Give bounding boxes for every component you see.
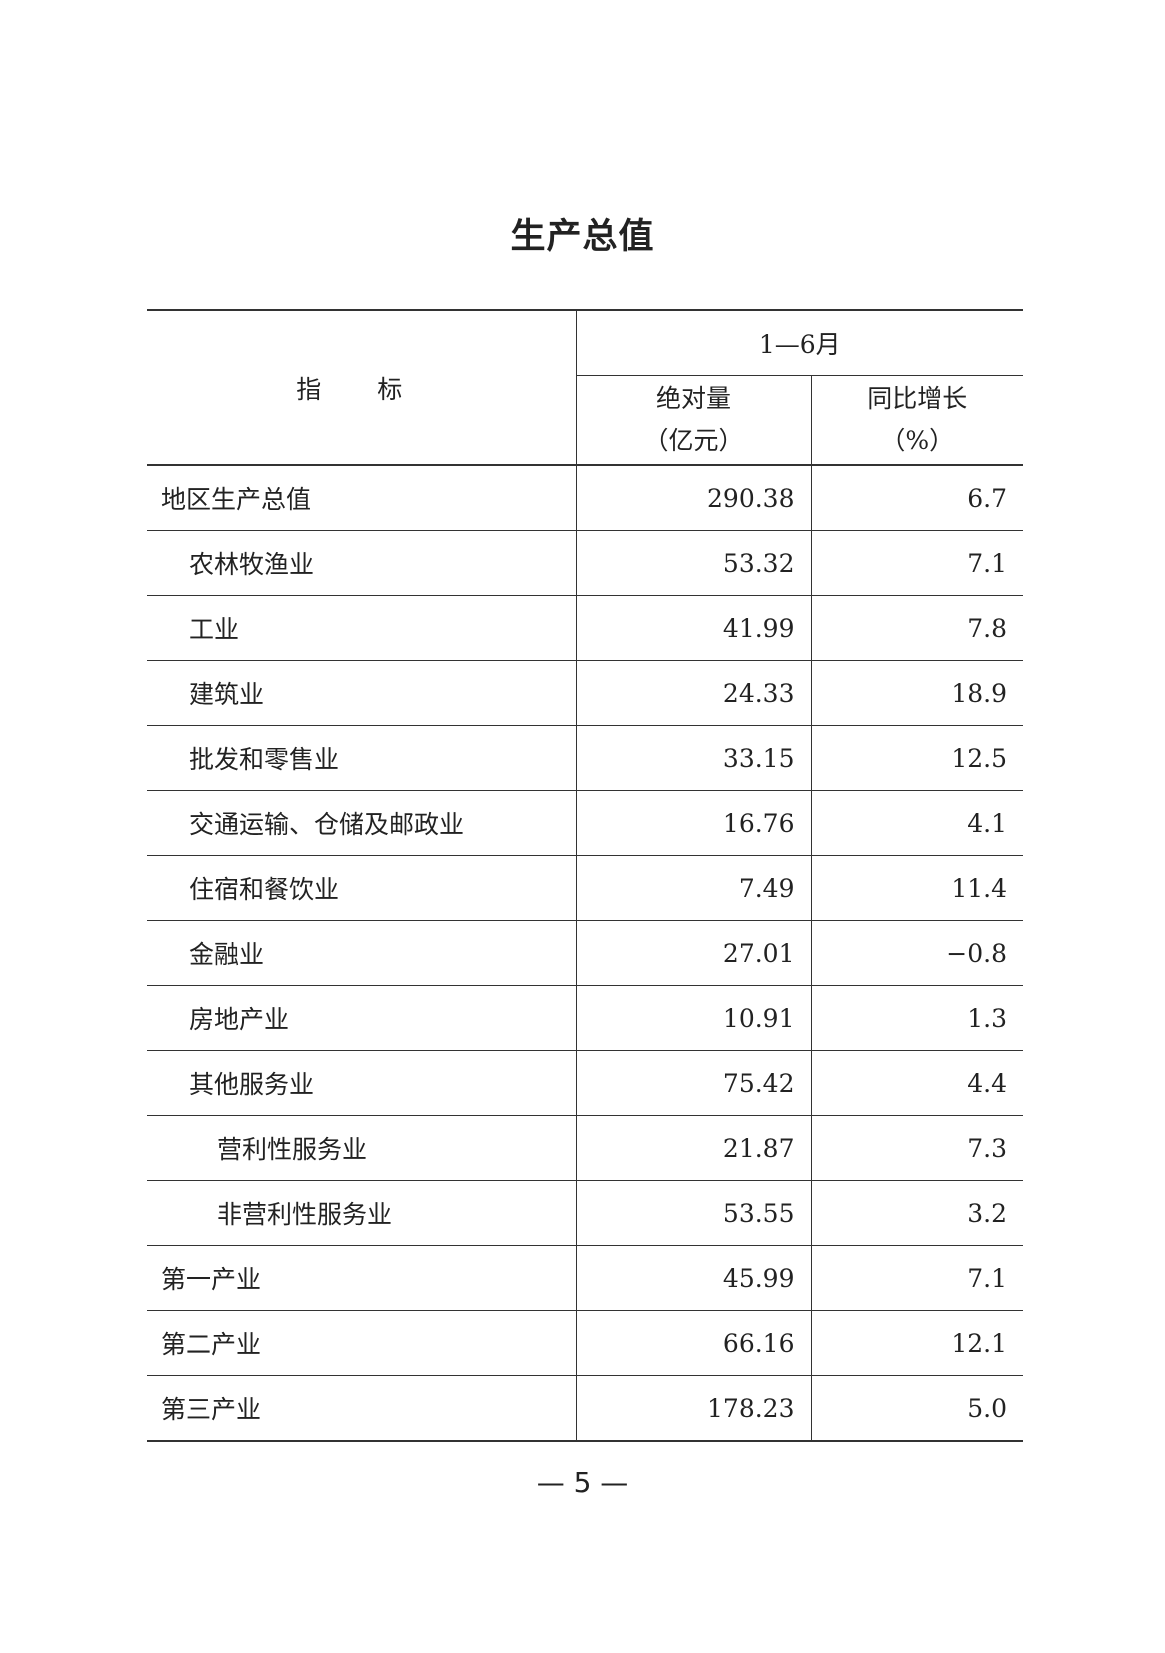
row-abs: 53.32 bbox=[576, 530, 812, 596]
row-abs: 21.87 bbox=[576, 1115, 812, 1181]
row-abs: 10.91 bbox=[576, 985, 812, 1051]
row-growth: 4.4 bbox=[811, 1050, 1023, 1116]
period-header: 1—6月 bbox=[576, 309, 1023, 376]
row-name: 批发和零售业 bbox=[147, 725, 577, 791]
row-abs: 7.49 bbox=[576, 855, 812, 921]
table-row: 地区生产总值 290.38 6.7 bbox=[147, 464, 1023, 531]
table-row: 营利性服务业 21.87 7.3 bbox=[147, 1115, 1023, 1181]
abs-header: 绝对量 （亿元） bbox=[576, 375, 812, 465]
growth-header: 同比增长 （%） bbox=[811, 376, 1023, 466]
row-growth: 3.2 bbox=[811, 1180, 1023, 1246]
row-name: 营利性服务业 bbox=[147, 1115, 577, 1181]
row-name: 工业 bbox=[147, 595, 577, 661]
row-abs: 33.15 bbox=[576, 725, 812, 791]
table-row: 第三产业 178.23 5.0 bbox=[147, 1375, 1023, 1442]
growth-unit: （%） bbox=[880, 426, 955, 455]
row-growth: 12.5 bbox=[811, 725, 1023, 791]
row-name: 建筑业 bbox=[147, 660, 577, 726]
row-name: 其他服务业 bbox=[147, 1050, 577, 1116]
row-growth: 5.0 bbox=[811, 1375, 1023, 1442]
row-growth: 7.1 bbox=[811, 530, 1023, 596]
row-growth: 11.4 bbox=[811, 855, 1023, 921]
row-abs: 41.99 bbox=[576, 595, 812, 661]
row-name: 金融业 bbox=[147, 920, 577, 986]
table-row: 工业 41.99 7.8 bbox=[147, 595, 1023, 661]
gdp-table: 指 标 1—6月 绝对量 （亿元） 同比增长 （%） 地区生产总值 290.38 6.7… bbox=[147, 309, 1023, 1442]
table-row: 第二产业 66.16 12.1 bbox=[147, 1310, 1023, 1376]
abs-label: 绝对量 bbox=[655, 384, 731, 413]
table-row: 非营利性服务业 53.55 3.2 bbox=[147, 1180, 1023, 1246]
row-growth: 6.7 bbox=[811, 464, 1023, 531]
table-row: 金融业 27.01 −0.8 bbox=[147, 920, 1023, 986]
row-name: 非营利性服务业 bbox=[147, 1180, 577, 1246]
abs-unit: （亿元） bbox=[643, 426, 744, 455]
table-row: 其他服务业 75.42 4.4 bbox=[147, 1050, 1023, 1116]
table-row: 农林牧渔业 53.32 7.1 bbox=[147, 530, 1023, 596]
row-name: 第二产业 bbox=[147, 1310, 577, 1376]
row-name: 交通运输、仓储及邮政业 bbox=[147, 790, 577, 856]
row-abs: 45.99 bbox=[576, 1245, 812, 1311]
row-abs: 24.33 bbox=[576, 660, 812, 726]
table-row: 交通运输、仓储及邮政业 16.76 4.1 bbox=[147, 790, 1023, 856]
table-row: 第一产业 45.99 7.1 bbox=[147, 1245, 1023, 1311]
row-abs: 66.16 bbox=[576, 1310, 812, 1376]
page-title: 生产总值 bbox=[510, 217, 655, 257]
row-name: 地区生产总值 bbox=[147, 464, 577, 531]
indicator-header: 指 标 bbox=[147, 309, 577, 465]
row-abs: 178.23 bbox=[576, 1375, 812, 1442]
row-name: 第三产业 bbox=[147, 1375, 577, 1442]
row-abs: 290.38 bbox=[576, 464, 812, 531]
row-name: 房地产业 bbox=[147, 985, 577, 1051]
row-abs: 75.42 bbox=[576, 1050, 812, 1116]
row-growth: 18.9 bbox=[811, 660, 1023, 726]
row-growth: 4.1 bbox=[811, 790, 1023, 856]
growth-label: 同比增长 bbox=[867, 384, 968, 413]
row-name: 农林牧渔业 bbox=[147, 530, 577, 596]
table-row: 房地产业 10.91 1.3 bbox=[147, 985, 1023, 1051]
row-growth: 7.8 bbox=[811, 595, 1023, 661]
row-growth: 7.3 bbox=[811, 1115, 1023, 1181]
row-growth: 1.3 bbox=[811, 985, 1023, 1051]
table-row: 住宿和餐饮业 7.49 11.4 bbox=[147, 855, 1023, 921]
row-abs: 27.01 bbox=[576, 920, 812, 986]
page-number: — 5 — bbox=[536, 1466, 629, 1499]
row-name: 住宿和餐饮业 bbox=[147, 855, 577, 921]
table-row: 建筑业 24.33 18.9 bbox=[147, 660, 1023, 726]
row-growth: 12.1 bbox=[811, 1310, 1023, 1376]
row-abs: 53.55 bbox=[576, 1180, 812, 1246]
row-name: 第一产业 bbox=[147, 1245, 577, 1311]
table-row: 批发和零售业 33.15 12.5 bbox=[147, 725, 1023, 791]
row-abs: 16.76 bbox=[576, 790, 812, 856]
row-growth: 7.1 bbox=[811, 1245, 1023, 1311]
row-growth: −0.8 bbox=[811, 920, 1023, 986]
